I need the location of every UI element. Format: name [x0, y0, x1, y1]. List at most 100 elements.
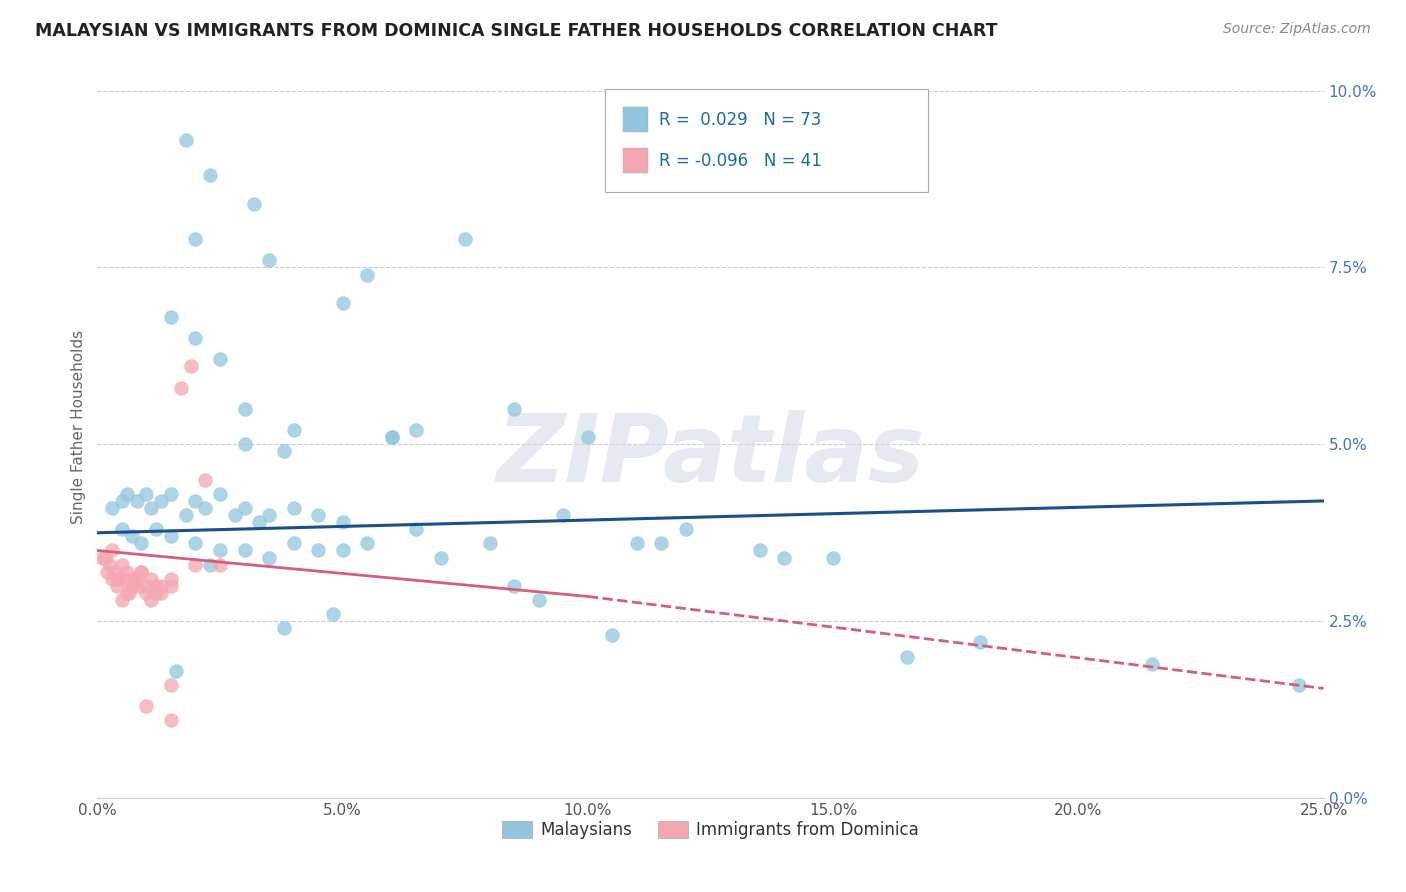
Point — [233, 401, 256, 416]
Point — [145, 586, 167, 600]
Point — [160, 714, 183, 728]
Point — [184, 494, 207, 508]
Point — [141, 501, 163, 516]
Point — [208, 487, 231, 501]
Point — [101, 543, 124, 558]
Point — [576, 430, 599, 444]
Point — [125, 494, 148, 508]
Point — [160, 529, 183, 543]
Point — [233, 543, 256, 558]
Point — [626, 536, 648, 550]
Point — [174, 133, 197, 147]
Text: R = -0.096   N = 41: R = -0.096 N = 41 — [659, 152, 823, 169]
Point — [112, 572, 135, 586]
Text: ZIPatlas: ZIPatlas — [496, 410, 925, 502]
Point — [111, 494, 134, 508]
Point — [135, 586, 157, 600]
Point — [405, 423, 427, 437]
Point — [194, 501, 217, 516]
Point — [650, 536, 672, 550]
Point — [150, 579, 173, 593]
Point — [170, 381, 193, 395]
Point — [111, 593, 134, 607]
Point — [115, 565, 138, 579]
Point — [527, 593, 550, 607]
Point — [184, 232, 207, 246]
Point — [823, 550, 845, 565]
Point — [98, 558, 121, 572]
Point — [141, 572, 163, 586]
Point — [160, 579, 183, 593]
Point — [184, 558, 207, 572]
Point — [273, 621, 295, 635]
Point — [356, 268, 378, 282]
Text: Source: ZipAtlas.com: Source: ZipAtlas.com — [1223, 22, 1371, 37]
Point — [198, 169, 221, 183]
Point — [160, 487, 183, 501]
Point — [553, 508, 575, 522]
Point — [122, 572, 145, 586]
Text: MALAYSIAN VS IMMIGRANTS FROM DOMINICA SINGLE FATHER HOUSEHOLDS CORRELATION CHART: MALAYSIAN VS IMMIGRANTS FROM DOMINICA SI… — [35, 22, 998, 40]
Point — [332, 543, 354, 558]
Point — [1140, 657, 1163, 671]
Point — [356, 536, 378, 550]
Point — [307, 508, 329, 522]
Legend: Malaysians, Immigrants from Dominica: Malaysians, Immigrants from Dominica — [496, 814, 925, 846]
Point — [257, 253, 280, 268]
Point — [125, 579, 148, 593]
Point — [101, 501, 124, 516]
Point — [93, 550, 115, 565]
Point — [243, 196, 266, 211]
Point — [257, 550, 280, 565]
Point — [381, 430, 404, 444]
Point — [150, 586, 173, 600]
Point — [111, 522, 134, 536]
Point — [969, 635, 991, 649]
Point — [257, 508, 280, 522]
Point — [208, 352, 231, 367]
Point — [131, 565, 153, 579]
Point — [103, 565, 125, 579]
Point — [283, 423, 305, 437]
Point — [135, 579, 157, 593]
Point — [105, 572, 128, 586]
Point — [160, 310, 183, 324]
Text: R =  0.029   N = 73: R = 0.029 N = 73 — [659, 111, 821, 128]
Point — [602, 628, 624, 642]
Point — [101, 572, 124, 586]
Point — [174, 508, 197, 522]
Point — [150, 494, 173, 508]
Point — [131, 536, 153, 550]
Point — [233, 437, 256, 451]
Point — [247, 515, 270, 529]
Point — [224, 508, 246, 522]
Point — [145, 579, 167, 593]
Point — [115, 586, 138, 600]
Point — [121, 529, 143, 543]
Point — [307, 543, 329, 558]
Point — [1288, 678, 1310, 692]
Point — [121, 579, 143, 593]
Point — [198, 558, 221, 572]
Point — [273, 444, 295, 458]
Point — [381, 430, 404, 444]
Point — [105, 579, 128, 593]
Point — [748, 543, 770, 558]
Point — [165, 664, 187, 678]
Point — [160, 678, 183, 692]
Point — [478, 536, 501, 550]
Point — [322, 607, 344, 622]
Point — [108, 572, 131, 586]
Point — [111, 558, 134, 572]
Point — [283, 501, 305, 516]
Point — [135, 699, 157, 714]
Point — [332, 515, 354, 529]
Point — [115, 487, 138, 501]
Point — [208, 558, 231, 572]
Point — [145, 522, 167, 536]
Point — [675, 522, 697, 536]
Point — [405, 522, 427, 536]
Point — [180, 359, 202, 374]
Point — [503, 579, 526, 593]
Point — [208, 543, 231, 558]
